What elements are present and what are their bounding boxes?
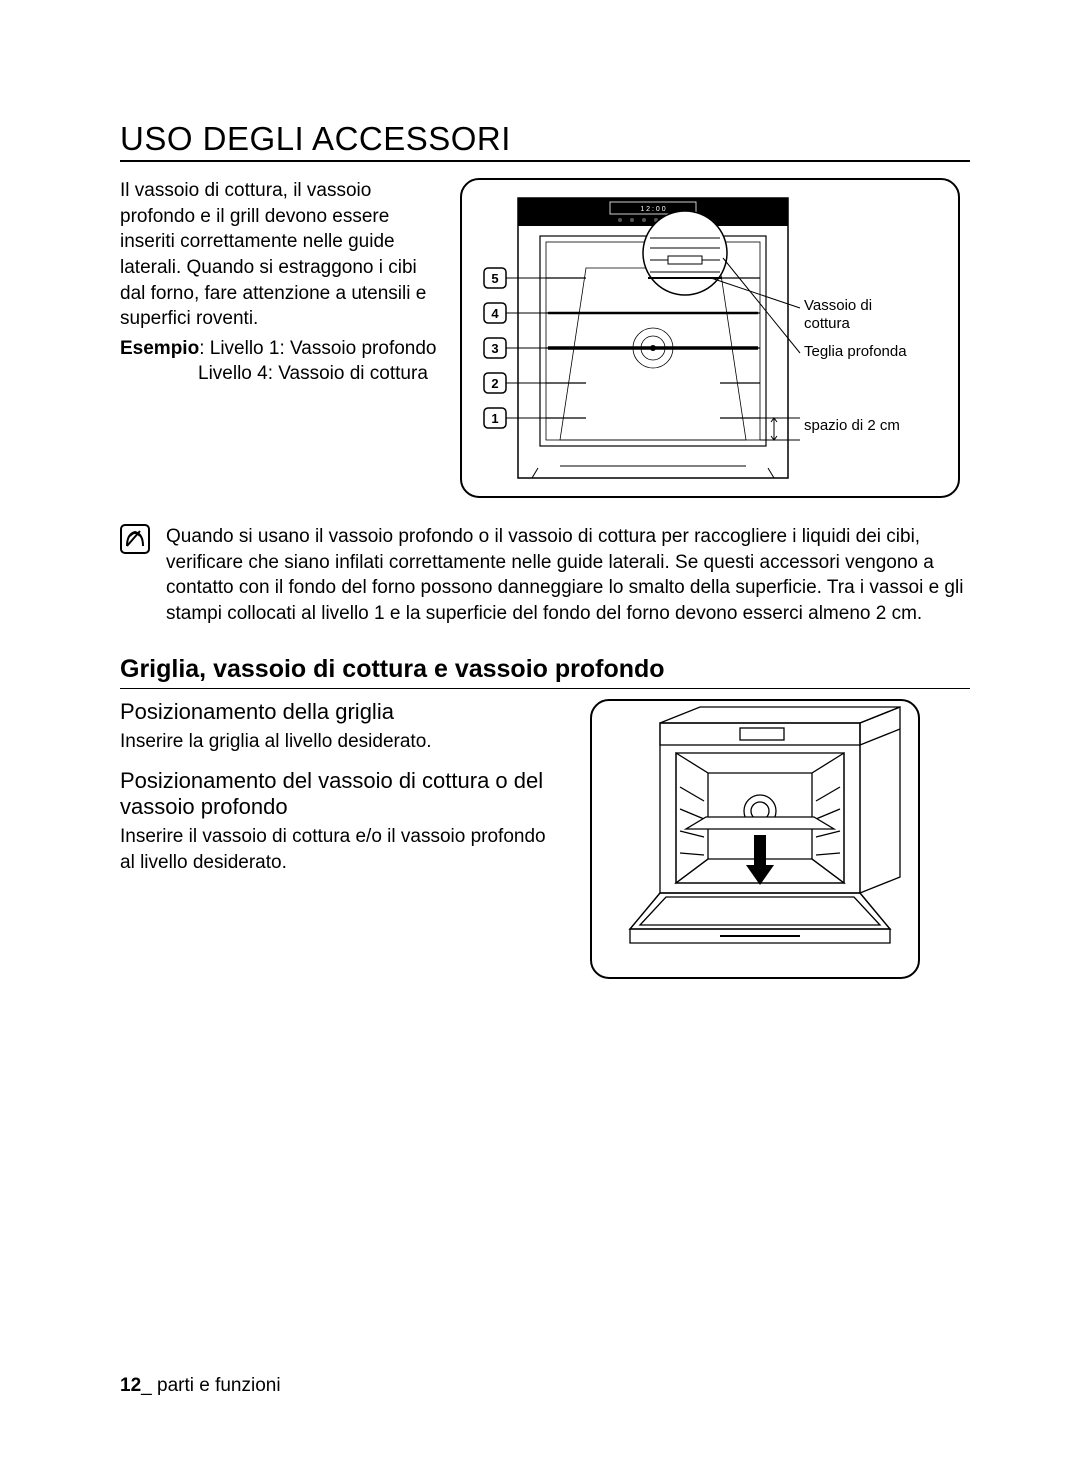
page-number: 12 xyxy=(120,1375,141,1396)
level-2: 2 xyxy=(491,376,498,391)
intro-text: Il vassoio di cottura, il vassoio profon… xyxy=(120,178,440,498)
level-4: 4 xyxy=(491,306,499,321)
subheading: Griglia, vassoio di cottura e vassoio pr… xyxy=(120,655,970,689)
tray-body: Inserire il vassoio di cottura e/o il va… xyxy=(120,824,560,875)
label-cooktray-line2: cottura xyxy=(804,315,851,332)
footer-section: parti e funzioni xyxy=(157,1375,281,1396)
positioning-row: Posizionamento della griglia Inserire la… xyxy=(120,699,970,979)
oven-levels-diagram: 1 2 : 0 0 xyxy=(460,178,970,498)
footer-sep: _ xyxy=(141,1375,157,1396)
section-title: USO DEGLI ACCESSORI xyxy=(120,120,970,162)
example-line1: : Livello 1: Vassoio profondo xyxy=(199,338,436,359)
manual-page: USO DEGLI ACCESSORI Il vassoio di cottur… xyxy=(0,0,1080,1477)
label-cooktray-line1: Vassoio di xyxy=(804,297,872,314)
level-3: 3 xyxy=(491,341,498,356)
note-icon xyxy=(120,524,150,627)
page-footer: 12_ parti e funzioni xyxy=(120,1375,281,1397)
grid-heading: Posizionamento della griglia xyxy=(120,699,560,725)
intro-paragraph: Il vassoio di cottura, il vassoio profon… xyxy=(120,178,440,332)
svg-text:1 2 : 0 0: 1 2 : 0 0 xyxy=(640,206,665,213)
level-1: 1 xyxy=(491,411,498,426)
level-5: 5 xyxy=(491,271,498,286)
grid-body: Inserire la griglia al livello desiderat… xyxy=(120,729,560,755)
positioning-text: Posizionamento della griglia Inserire la… xyxy=(120,699,560,979)
example-line2: Livello 4: Vassoio di cottura xyxy=(120,361,440,387)
oven-diagram-svg: 1 2 : 0 0 xyxy=(460,178,960,498)
label-gap: spazio di 2 cm xyxy=(804,417,900,434)
tray-heading: Posizionamento del vassoio di cottura o … xyxy=(120,768,560,820)
example-label: Esempio xyxy=(120,338,199,359)
note-block: Quando si usano il vassoio profondo o il… xyxy=(120,524,970,627)
example-line: Esempio: Livello 1: Vassoio profondo Liv… xyxy=(120,336,440,387)
intro-row: Il vassoio di cottura, il vassoio profon… xyxy=(120,178,970,498)
oven-insert-diagram xyxy=(590,699,920,979)
note-text: Quando si usano il vassoio profondo o il… xyxy=(166,524,970,627)
label-deeptray: Teglia profonda xyxy=(804,343,907,360)
